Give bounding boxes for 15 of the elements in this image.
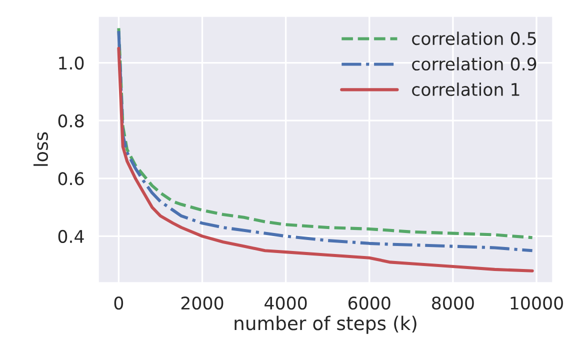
legend-label: correlation 1 [412,82,520,96]
y-tick-label: 0.8 [58,114,84,128]
y-tick-label: 1.0 [59,56,84,70]
x-tick-label: 0 [114,296,124,310]
y-tick-label: 0.6 [58,172,84,186]
y-tick-label: 0.4 [58,230,84,244]
x-tick-label: 2000 [181,296,224,310]
x-tick-label: 8000 [432,296,474,310]
x-axis-title: number of steps (k) [234,316,416,334]
x-tick-label: 10000 [510,296,563,310]
y-axis-title: loss [33,132,48,166]
x-tick-label: 4000 [264,296,307,310]
legend-label: correlation 0.9 [412,57,536,71]
legend-label: correlation 0.5 [412,32,536,46]
x-tick-label: 6000 [348,296,390,310]
